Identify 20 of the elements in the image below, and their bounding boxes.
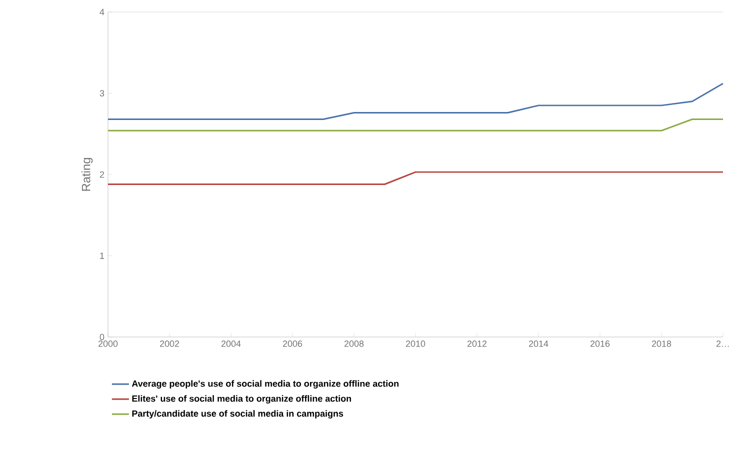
legend-label: Party/candidate use of social media in campaigns	[132, 410, 344, 419]
x-tick-label: 2016	[590, 340, 610, 347]
x-tick-label: 2004	[221, 340, 241, 347]
x-tick-label: 2010	[406, 340, 426, 347]
y-tick-label: 3	[100, 90, 104, 96]
x-tick-label: 2002	[160, 340, 180, 347]
x-tick-label: 2014	[528, 340, 548, 347]
x-tick-label: 2018	[652, 340, 672, 347]
x-tick-label: 2…	[716, 340, 729, 347]
x-tick-label: 2012	[467, 340, 487, 347]
x-tick-label: 2008	[344, 340, 364, 347]
x-tick-label: 2000	[98, 340, 118, 347]
y-tick-label: 1	[100, 252, 104, 259]
legend-label: Elites' use of social media to organize offline action	[132, 395, 351, 404]
y-tick-label: 4	[100, 8, 104, 16]
x-tick-label: 2006	[282, 340, 302, 347]
legend-label: Average people's use of social media to organize offline action	[132, 380, 398, 389]
y-axis-title: Rating	[82, 158, 93, 191]
y-tick-label: 2	[100, 171, 104, 178]
y-tick-label: 0	[100, 334, 104, 340]
